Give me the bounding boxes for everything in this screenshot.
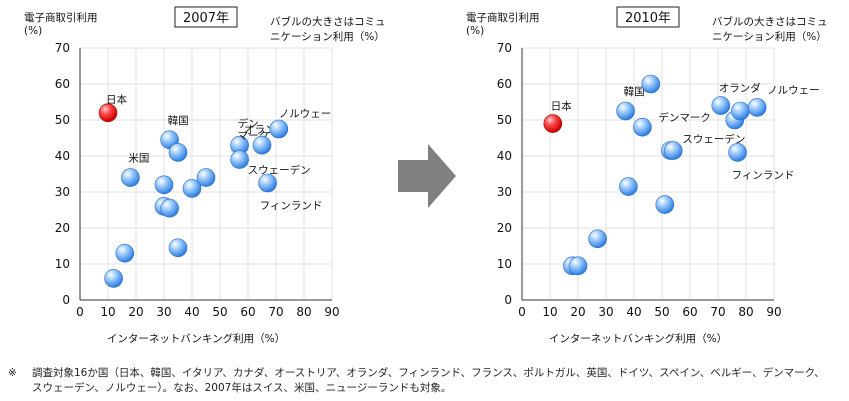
y-tick-label: 0	[504, 293, 512, 307]
y-tick-label: 40	[497, 149, 512, 163]
right-arrow-icon	[398, 144, 456, 208]
y-tick-label: 10	[55, 257, 70, 271]
bubble	[196, 168, 216, 187]
bubble	[655, 195, 675, 214]
bubble-size-note: バブルの大きさはコミュニケーション利用（%）	[712, 15, 828, 43]
y-tick-label: 0	[62, 293, 70, 307]
bubble	[588, 229, 607, 249]
bubble-size-note: バブルの大きさはコミュニケーション利用（%）	[270, 15, 386, 43]
bubble-highlight	[543, 114, 563, 133]
bubble	[115, 243, 135, 263]
bubble	[641, 74, 661, 94]
x-tick-label: 30	[156, 305, 171, 319]
chart-title: 2010年	[625, 11, 671, 26]
bubble-label: フィンランド	[260, 200, 323, 212]
footnote-mark: ※	[8, 367, 17, 379]
y-tick-label: 30	[55, 185, 70, 199]
y-tick-label: 20	[55, 221, 70, 235]
chart-2007: 0 10 20 30 40 50 60 70 80 90 0 10 20 30 40 50 60 70 2007年 電…	[24, 6, 386, 345]
bubble-label: スウェーデン	[682, 133, 745, 146]
y-axis-label: 電子商取引利用(%)	[24, 11, 98, 37]
bubble-label: 韓国	[168, 115, 189, 127]
y-axis-label: 電子商取引利用(%)	[466, 11, 540, 37]
bubble	[168, 238, 188, 258]
footnote-text: 調査対象16か国（日本、韓国、イタリア、カナダ、オーストリア、オランダ、フィンラ…	[32, 367, 825, 394]
y-tick-label: 50	[55, 113, 70, 127]
bubble	[182, 179, 202, 198]
y-tick-label: 50	[497, 113, 512, 127]
bubble-label: スウェーデン	[248, 164, 311, 177]
footnote: ※ 調査対象16か国（日本、韓国、イタリア、カナダ、オーストリア、オランダ、フィ…	[8, 366, 844, 396]
x-tick-label: 20	[128, 305, 143, 319]
x-tick-label: 10	[542, 305, 557, 319]
bubble-label: ノルウェー	[767, 84, 820, 96]
y-tick-label: 60	[497, 77, 512, 91]
chart-title-box	[616, 6, 680, 28]
x-tick-label: 50	[212, 305, 227, 319]
y-tick-label: 60	[55, 77, 70, 91]
bubble	[160, 198, 179, 218]
bubble	[616, 101, 635, 121]
x-axis-label: インターネットバンキング利用（%）	[107, 332, 285, 345]
bubble-label: 韓国	[624, 86, 645, 98]
x-tick-label: 80	[296, 305, 311, 319]
x-tick-label: 10	[100, 305, 115, 319]
y-tick-label: 70	[497, 41, 512, 55]
bubble-label: 日本	[106, 93, 127, 106]
bubble	[711, 96, 731, 115]
bubble	[663, 141, 683, 160]
y-tick-label: 30	[497, 185, 512, 199]
bubble	[568, 256, 588, 276]
chart-title: 2007年	[183, 11, 229, 26]
chart-2010: 0 10 20 30 40 50 60 70 80 90 0 10 20 30 40 50 60 70 2010年 電…	[466, 6, 828, 345]
bubble	[252, 135, 272, 155]
y-tick-label: 10	[497, 257, 512, 271]
y-tick-label: 40	[55, 149, 70, 163]
x-tick-label: 0	[76, 305, 84, 319]
y-tick-label: 70	[55, 41, 70, 55]
bubble	[619, 177, 638, 196]
bubble	[168, 143, 188, 162]
bubble	[121, 168, 140, 187]
x-tick-label: 90	[766, 305, 781, 319]
x-tick-label: 40	[626, 305, 641, 319]
bubble-label: フィンランド	[732, 169, 795, 181]
x-tick-label: 60	[682, 305, 697, 319]
bubble-highlight	[98, 103, 118, 123]
x-tick-label: 70	[268, 305, 283, 319]
bubble	[104, 269, 123, 288]
bubble-label: ノルウェー	[279, 108, 332, 120]
bubble	[747, 98, 767, 117]
x-tick-label: 50	[654, 305, 669, 319]
x-tick-label: 70	[710, 305, 725, 319]
x-tick-label: 90	[324, 305, 339, 319]
x-tick-label: 20	[570, 305, 585, 319]
x-tick-label: 80	[738, 305, 753, 319]
bubble	[633, 117, 652, 137]
bubble	[731, 101, 750, 121]
y-tick-label: 20	[497, 221, 512, 235]
bubble	[728, 143, 747, 162]
x-tick-label: 40	[184, 305, 199, 319]
x-tick-label: 0	[518, 305, 526, 319]
bubble	[230, 150, 249, 169]
comparison-figure: 0 10 20 30 40 50 60 70 80 90 0 10 20 30 40 50 60 70 2007年 電…	[24, 6, 828, 345]
bubble-label: 米国	[128, 152, 149, 165]
bubble	[258, 173, 277, 193]
bubble-label: 日本	[551, 100, 572, 113]
x-tick-label: 30	[598, 305, 613, 319]
x-axis-label: インターネットバンキング利用（%）	[549, 332, 727, 345]
bubble	[269, 119, 289, 139]
bubble	[154, 175, 174, 195]
bubble-label: オランダ	[719, 82, 761, 95]
x-tick-label: 60	[240, 305, 255, 319]
chart-title-box	[174, 6, 238, 28]
bubble-label: デンマーク	[658, 111, 711, 124]
